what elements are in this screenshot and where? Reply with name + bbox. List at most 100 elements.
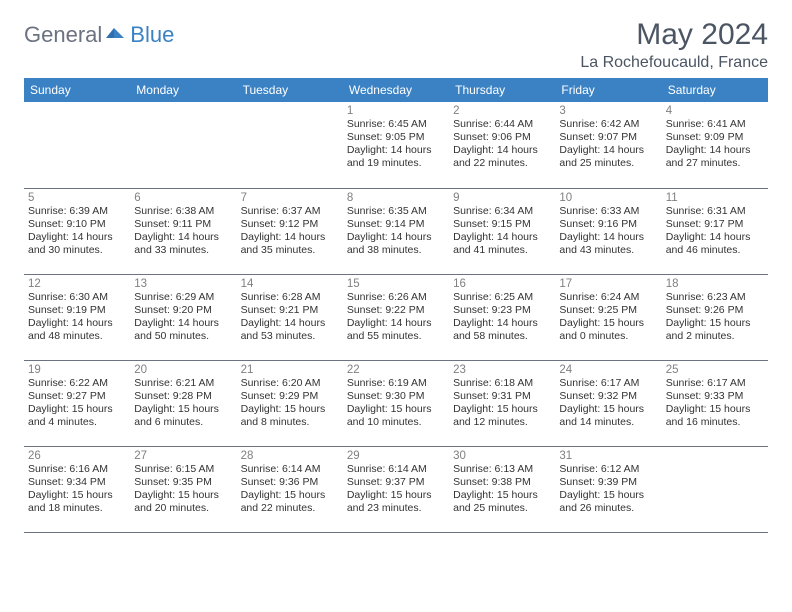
calendar-row: 5Sunrise: 6:39 AMSunset: 9:10 PMDaylight… [24,188,768,274]
day-number: 29 [347,450,445,462]
sunset-line: Sunset: 9:35 PM [134,476,232,489]
sunrise-line: Sunrise: 6:15 AM [134,463,232,476]
sunrise-line: Sunrise: 6:16 AM [28,463,126,476]
calendar-day: 4Sunrise: 6:41 AMSunset: 9:09 PMDaylight… [662,102,768,188]
day-number: 7 [241,192,339,204]
weekday-header: Friday [555,78,661,102]
title-block: May 2024 La Rochefoucauld, France [580,18,768,72]
day-number: 18 [666,278,764,290]
day-number: 6 [134,192,232,204]
day-number: 2 [453,105,551,117]
daylight-line: Daylight: 15 hours and 6 minutes. [134,403,232,429]
day-number: 30 [453,450,551,462]
sunrise-line: Sunrise: 6:35 AM [347,205,445,218]
location: La Rochefoucauld, France [580,54,768,72]
calendar-body: 1Sunrise: 6:45 AMSunset: 9:05 PMDaylight… [24,102,768,532]
daylight-line: Daylight: 14 hours and 41 minutes. [453,231,551,257]
sunrise-line: Sunrise: 6:29 AM [134,291,232,304]
day-number: 22 [347,364,445,376]
calendar-day: 10Sunrise: 6:33 AMSunset: 9:16 PMDayligh… [555,188,661,274]
sunset-line: Sunset: 9:09 PM [666,131,764,144]
calendar-day: 7Sunrise: 6:37 AMSunset: 9:12 PMDaylight… [237,188,343,274]
calendar-day: 15Sunrise: 6:26 AMSunset: 9:22 PMDayligh… [343,274,449,360]
day-number: 17 [559,278,657,290]
daylight-line: Daylight: 15 hours and 8 minutes. [241,403,339,429]
calendar-day: 11Sunrise: 6:31 AMSunset: 9:17 PMDayligh… [662,188,768,274]
calendar-day: 16Sunrise: 6:25 AMSunset: 9:23 PMDayligh… [449,274,555,360]
sunrise-line: Sunrise: 6:42 AM [559,118,657,131]
sunset-line: Sunset: 9:36 PM [241,476,339,489]
sunset-line: Sunset: 9:20 PM [134,304,232,317]
day-number: 25 [666,364,764,376]
calendar-row: 26Sunrise: 6:16 AMSunset: 9:34 PMDayligh… [24,446,768,532]
calendar-day: 26Sunrise: 6:16 AMSunset: 9:34 PMDayligh… [24,446,130,532]
sunrise-line: Sunrise: 6:30 AM [28,291,126,304]
sunset-line: Sunset: 9:31 PM [453,390,551,403]
sunrise-line: Sunrise: 6:26 AM [347,291,445,304]
daylight-line: Daylight: 15 hours and 10 minutes. [347,403,445,429]
day-number: 24 [559,364,657,376]
sunrise-line: Sunrise: 6:41 AM [666,118,764,131]
calendar-day: 12Sunrise: 6:30 AMSunset: 9:19 PMDayligh… [24,274,130,360]
daylight-line: Daylight: 14 hours and 53 minutes. [241,317,339,343]
sunset-line: Sunset: 9:15 PM [453,218,551,231]
calendar-day: 19Sunrise: 6:22 AMSunset: 9:27 PMDayligh… [24,360,130,446]
sunrise-line: Sunrise: 6:13 AM [453,463,551,476]
weekday-header: Saturday [662,78,768,102]
day-number: 12 [28,278,126,290]
daylight-line: Daylight: 14 hours and 46 minutes. [666,231,764,257]
sunset-line: Sunset: 9:06 PM [453,131,551,144]
calendar-day: 24Sunrise: 6:17 AMSunset: 9:32 PMDayligh… [555,360,661,446]
day-number: 3 [559,105,657,117]
calendar-day: 21Sunrise: 6:20 AMSunset: 9:29 PMDayligh… [237,360,343,446]
sunrise-line: Sunrise: 6:34 AM [453,205,551,218]
day-number: 5 [28,192,126,204]
sunset-line: Sunset: 9:10 PM [28,218,126,231]
day-number: 20 [134,364,232,376]
sunrise-line: Sunrise: 6:17 AM [666,377,764,390]
sunset-line: Sunset: 9:39 PM [559,476,657,489]
calendar-day: 20Sunrise: 6:21 AMSunset: 9:28 PMDayligh… [130,360,236,446]
day-number: 8 [347,192,445,204]
sunset-line: Sunset: 9:07 PM [559,131,657,144]
calendar-day: 3Sunrise: 6:42 AMSunset: 9:07 PMDaylight… [555,102,661,188]
day-number: 19 [28,364,126,376]
daylight-line: Daylight: 15 hours and 14 minutes. [559,403,657,429]
daylight-line: Daylight: 14 hours and 22 minutes. [453,144,551,170]
calendar-head: SundayMondayTuesdayWednesdayThursdayFrid… [24,78,768,102]
sunrise-line: Sunrise: 6:14 AM [241,463,339,476]
brand-part1: General [24,22,102,48]
weekday-header: Tuesday [237,78,343,102]
day-number: 14 [241,278,339,290]
sunset-line: Sunset: 9:19 PM [28,304,126,317]
daylight-line: Daylight: 14 hours and 25 minutes. [559,144,657,170]
sunrise-line: Sunrise: 6:31 AM [666,205,764,218]
daylight-line: Daylight: 15 hours and 20 minutes. [134,489,232,515]
calendar-day: 25Sunrise: 6:17 AMSunset: 9:33 PMDayligh… [662,360,768,446]
sunrise-line: Sunrise: 6:23 AM [666,291,764,304]
calendar-day-empty [237,102,343,188]
calendar-page: General Blue May 2024 La Rochefoucauld, … [0,0,792,543]
sunrise-line: Sunrise: 6:38 AM [134,205,232,218]
weekday-header: Sunday [24,78,130,102]
calendar-day: 2Sunrise: 6:44 AMSunset: 9:06 PMDaylight… [449,102,555,188]
sunset-line: Sunset: 9:12 PM [241,218,339,231]
sunset-line: Sunset: 9:28 PM [134,390,232,403]
daylight-line: Daylight: 15 hours and 4 minutes. [28,403,126,429]
calendar-row: 12Sunrise: 6:30 AMSunset: 9:19 PM Dayligh… [24,274,768,360]
calendar-day: 8Sunrise: 6:35 AMSunset: 9:14 PMDaylight… [343,188,449,274]
sunset-line: Sunset: 9:30 PM [347,390,445,403]
daylight-line: Daylight: 14 hours and 35 minutes. [241,231,339,257]
daylight-line: Daylight: 14 hours and 43 minutes. [559,231,657,257]
calendar-day: 27Sunrise: 6:15 AMSunset: 9:35 PMDayligh… [130,446,236,532]
daylight-line: Daylight: 15 hours and 16 minutes. [666,403,764,429]
daylight-line: Daylight: 14 hours and 55 minutes. [347,317,445,343]
sunrise-line: Sunrise: 6:17 AM [559,377,657,390]
weekday-header: Wednesday [343,78,449,102]
sunset-line: Sunset: 9:05 PM [347,131,445,144]
sunrise-line: Sunrise: 6:37 AM [241,205,339,218]
sunset-line: Sunset: 9:17 PM [666,218,764,231]
sunset-line: Sunset: 9:27 PM [28,390,126,403]
brand-logo: General Blue [24,18,174,48]
calendar-row: 19Sunrise: 6:22 AMSunset: 9:27 PMDayligh… [24,360,768,446]
